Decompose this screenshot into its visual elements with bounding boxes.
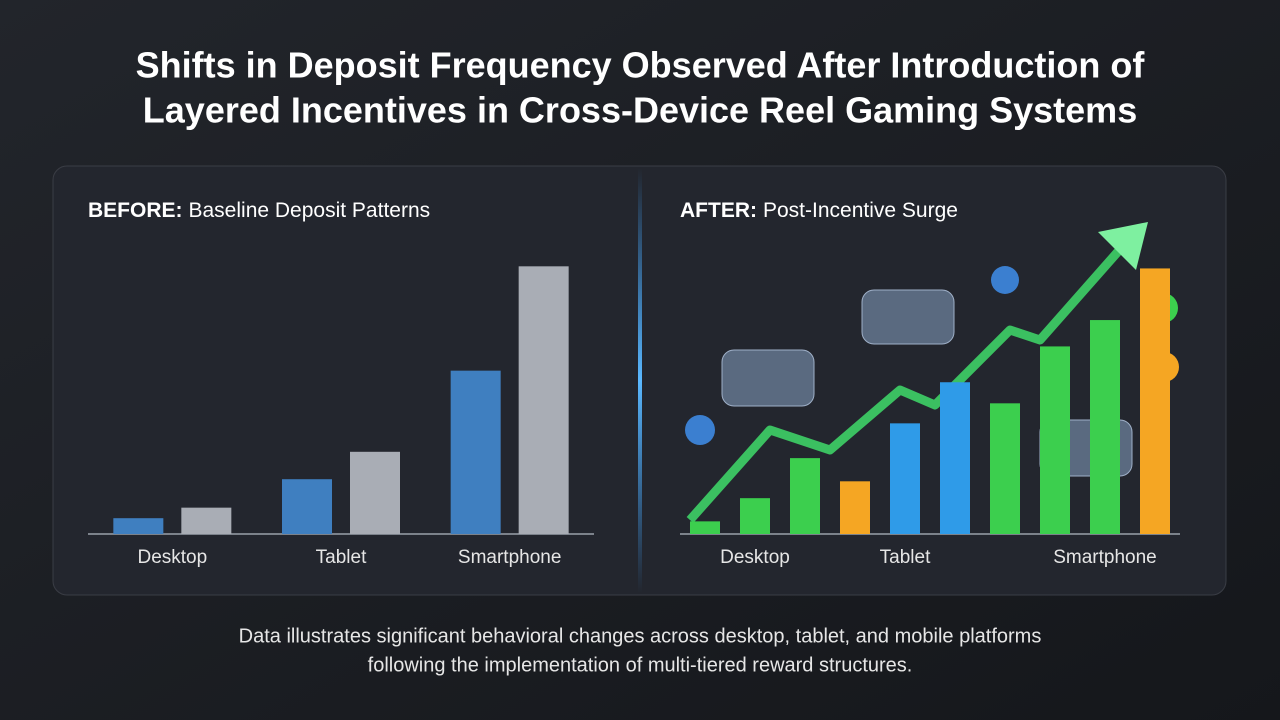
heading-label: AFTER: [680, 199, 757, 222]
x-tick-label: Desktop [720, 547, 790, 568]
footer-line: Data illustrates significant behavioral … [239, 625, 1042, 647]
bar [890, 423, 920, 534]
bar [282, 479, 332, 534]
bar [990, 403, 1020, 534]
x-tick-label: Smartphone [458, 547, 562, 568]
x-tick-label: Tablet [316, 547, 367, 568]
bar [350, 451, 400, 534]
heading-title: Baseline Deposit Patterns [189, 199, 431, 222]
heading-title: Post-Incentive Surge [763, 199, 958, 222]
x-tick-label: Smartphone [1053, 547, 1157, 568]
slot-machine [721, 349, 815, 407]
bar [1040, 346, 1070, 534]
bar [181, 507, 232, 534]
bar [450, 370, 501, 534]
bar [740, 498, 770, 534]
title-line: Layered Incentives in Cross-Device Reel … [143, 90, 1137, 131]
heading-label: BEFORE: [88, 199, 183, 222]
x-tick-label: Tablet [880, 547, 931, 568]
x-tick-label: Desktop [137, 547, 207, 568]
bar [1140, 268, 1170, 534]
divider [638, 168, 642, 593]
bar [840, 481, 870, 534]
trend-arrow [686, 235, 1134, 523]
chart-heading: BEFORE: Baseline Deposit Patterns [88, 199, 430, 222]
bar [940, 382, 970, 534]
bar [518, 266, 569, 534]
coin [685, 415, 715, 445]
bar [1090, 320, 1120, 534]
arrow-head [1098, 222, 1148, 270]
bar [113, 518, 164, 534]
slot-machine [861, 289, 955, 345]
footer-line: following the implementation of multi-ti… [368, 654, 913, 676]
bar [690, 521, 720, 534]
coin [991, 266, 1019, 294]
title-line: Shifts in Deposit Frequency Observed Aft… [136, 45, 1146, 86]
bar [790, 458, 820, 534]
chart-heading: AFTER: Post-Incentive Surge [680, 199, 958, 222]
